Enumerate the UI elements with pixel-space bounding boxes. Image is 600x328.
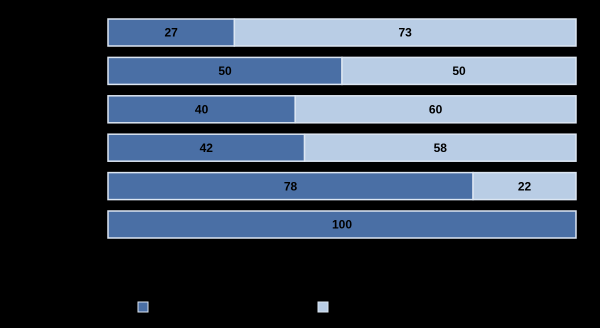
- bar-segment: [107, 133, 306, 162]
- data-label: 50: [218, 64, 232, 78]
- data-label: 58: [434, 141, 448, 155]
- data-label: 60: [429, 102, 443, 116]
- data-label: 100: [332, 218, 352, 232]
- bar-segment: [233, 18, 577, 47]
- bar-segment: [472, 171, 577, 201]
- bar-segment: [294, 95, 577, 124]
- bar-segment: [107, 171, 474, 201]
- legend-swatch: [317, 301, 329, 313]
- data-label: 40: [195, 102, 209, 116]
- legend-swatch: [137, 301, 149, 313]
- bar-segment: [107, 18, 236, 47]
- bar-segment: [341, 56, 577, 86]
- data-label: 42: [200, 141, 214, 155]
- bar-segment: [303, 133, 577, 162]
- data-label: 22: [518, 179, 532, 193]
- data-label: 78: [284, 179, 298, 193]
- bar-segment: [107, 210, 577, 239]
- bar-segment: [107, 56, 343, 86]
- data-label: 50: [452, 64, 466, 78]
- data-label: 27: [165, 26, 179, 40]
- bar-segment: [107, 95, 296, 124]
- data-label: 73: [399, 26, 413, 40]
